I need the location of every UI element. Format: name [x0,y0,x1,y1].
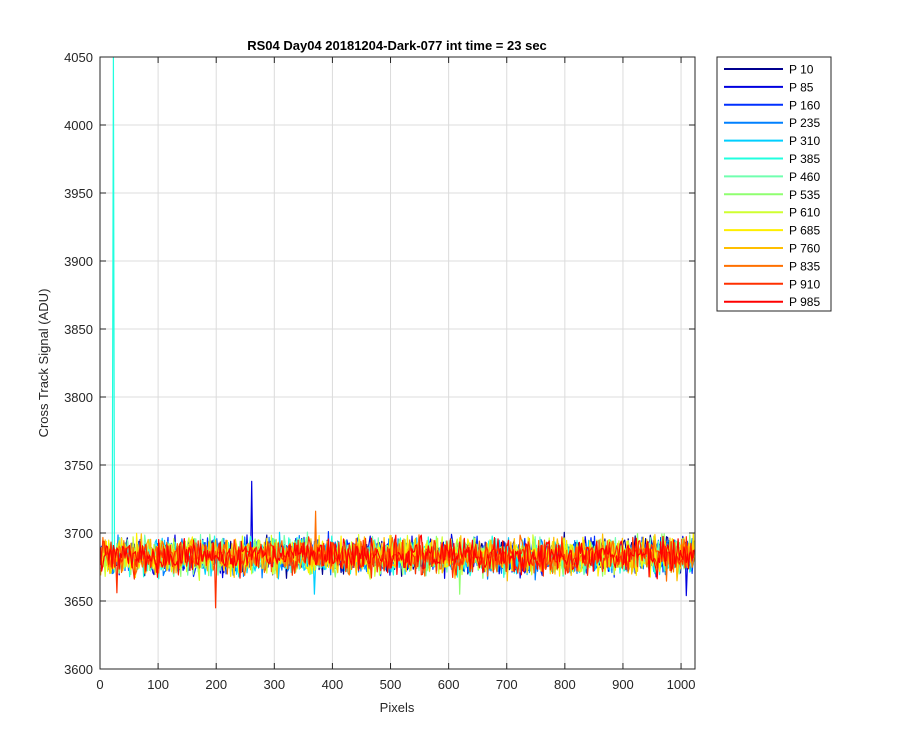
x-tick-label: 700 [496,677,518,692]
legend-label: P 460 [789,170,820,184]
legend-label: P 235 [789,116,820,130]
x-tick-label: 200 [205,677,227,692]
legend-label: P 910 [789,277,820,291]
y-tick-label: 3900 [64,254,93,269]
y-tick-label: 3800 [64,390,93,405]
chart-title: RS04 Day04 20181204-Dark-077 int time = … [247,38,547,53]
legend-label: P 10 [789,63,814,77]
y-tick-label: 3750 [64,458,93,473]
y-tick-label: 3700 [64,526,93,541]
legend[interactable]: P 10 P 85 P 160 P 235 P 310 P 385 P 460 P 535 P … [716,56,832,312]
legend-label: P 760 [789,242,820,256]
legend-label: P 985 [789,295,820,309]
x-tick-label: 100 [147,677,169,692]
legend-label: P 385 [789,152,820,166]
y-tick-label: 3650 [64,594,93,609]
x-tick-label: 900 [612,677,634,692]
x-tick-label: 400 [322,677,344,692]
plot-frame [99,56,696,670]
y-axis-label: Cross Track Signal (ADU) [36,289,51,438]
y-tick-label: 3600 [64,662,93,677]
legend-label: P 610 [789,206,820,220]
series-line [100,534,695,580]
x-tick-label: 0 [96,677,103,692]
y-tick-label: 3950 [64,186,93,201]
legend-label: P 685 [789,224,820,238]
y-tick-label: 4000 [64,118,93,133]
axis-ticks: 0 100 200 300 400 500 600 700 800 900 1000 3600 3650… [64,50,695,692]
legend-label: P 160 [789,98,820,112]
x-tick-label: 500 [380,677,402,692]
legend-label: P 310 [789,134,820,148]
legend-label: P 535 [789,188,820,202]
legend-box [716,56,832,312]
x-axis-label: Pixels [380,700,415,715]
series-lines [100,57,695,609]
legend-label: P 85 [789,80,814,94]
x-tick-label: 1000 [667,677,696,692]
plot-area [100,57,695,669]
y-tick-label: 4050 [64,50,93,65]
legend-label: P 835 [789,259,820,273]
x-tick-label: 800 [554,677,576,692]
y-tick-label: 3850 [64,322,93,337]
x-tick-label: 600 [438,677,460,692]
x-tick-label: 300 [263,677,285,692]
